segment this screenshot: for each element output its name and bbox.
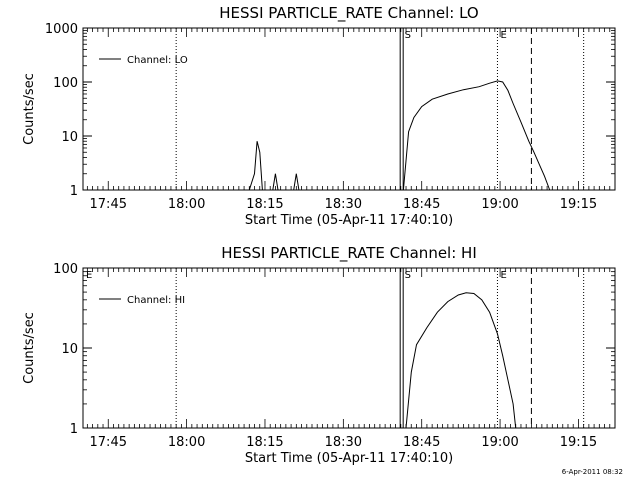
legend-label: Channel: HI (127, 295, 185, 306)
x-tick-label: 18:45 (403, 197, 440, 212)
x-tick-label: 18:00 (168, 435, 205, 450)
y-tick-label: 1 (70, 184, 78, 199)
x-tick-label: 19:00 (481, 197, 518, 212)
marker-label: S (405, 30, 411, 41)
series-line (402, 80, 551, 191)
y-tick-label: 1 (70, 422, 78, 437)
x-tick-label: 19:00 (481, 435, 518, 450)
chart-title: HESSI PARTICLE_RATE Channel: LO (219, 4, 478, 23)
x-tick-label: 18:15 (246, 197, 283, 212)
footer-timestamp: 6-Apr-2011 08:32 (562, 468, 623, 476)
chart-panel-2: HESSI PARTICLE_RATE Channel: HI 1 10 100 17:… (22, 244, 616, 466)
x-tick-label: 19:15 (560, 197, 597, 212)
x-tick-label: 18:00 (168, 197, 205, 212)
series-line (272, 173, 279, 191)
x-axis-label: Start Time (05-Apr-11 17:40:10) (245, 451, 453, 466)
plot-frame (82, 27, 616, 191)
plot-frame (82, 267, 616, 429)
x-tick-label: 18:15 (246, 435, 283, 450)
marker-label: E (500, 30, 506, 41)
y-tick-label: 10 (61, 130, 78, 145)
chart-panel-1: HESSI PARTICLE_RATE Channel: LO 1 10 100 100… (22, 4, 616, 228)
y-tick-label: 100 (53, 76, 78, 91)
series-line (248, 141, 263, 191)
x-tick-label: 18:30 (325, 435, 362, 450)
x-axis-label: Start Time (05-Apr-11 17:40:10) (245, 213, 453, 228)
x-tick-label: 18:30 (325, 197, 362, 212)
chart-title: HESSI PARTICLE_RATE Channel: HI (221, 244, 477, 263)
x-tick-label: 17:45 (90, 197, 127, 212)
series-line (405, 292, 517, 429)
y-tick-label: 10 (61, 342, 78, 357)
x-tick-label: 19:15 (560, 435, 597, 450)
y-tick-label: 1000 (45, 22, 78, 37)
marker-label: S (405, 270, 411, 281)
legend-label: Channel: LO (127, 55, 188, 66)
x-tick-label: 18:45 (403, 435, 440, 450)
series-line (293, 173, 300, 191)
x-tick-label: 17:45 (90, 435, 127, 450)
marker-label: E (500, 270, 506, 281)
marker-label: E (86, 270, 92, 281)
y-axis-label: Counts/sec (22, 312, 37, 384)
y-tick-label: 100 (53, 262, 78, 277)
y-axis-label: Counts/sec (22, 73, 37, 145)
